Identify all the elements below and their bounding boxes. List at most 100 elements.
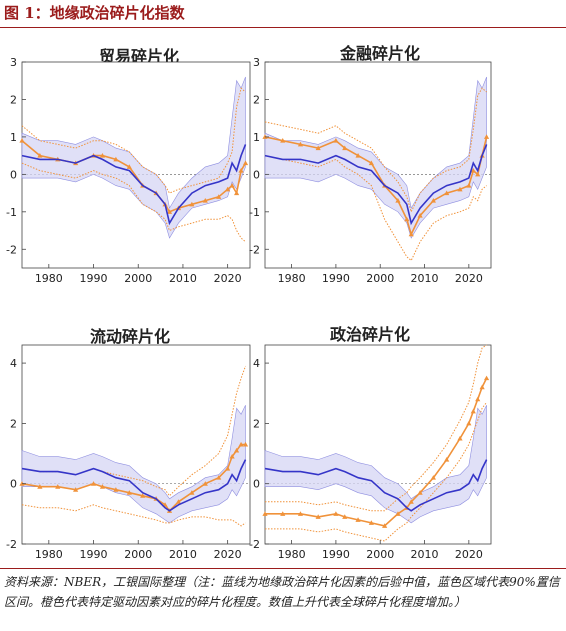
driver-point	[238, 168, 244, 173]
x-tick-label: 2010	[169, 548, 197, 561]
driver-point	[189, 201, 195, 207]
driver-point	[262, 511, 268, 516]
x-tick-label: 2010	[169, 272, 197, 285]
driver-point	[280, 511, 286, 516]
driver-point	[382, 523, 388, 528]
driver-point	[333, 511, 339, 516]
median-line	[264, 459, 488, 512]
driver-point	[242, 160, 249, 166]
y-tick-label: 0	[253, 168, 260, 181]
x-tick-label: 2000	[366, 548, 394, 561]
plot-frame	[264, 344, 492, 545]
driver-point	[55, 156, 61, 162]
driver-point	[90, 153, 97, 158]
x-tick-label: 1980	[278, 272, 306, 285]
driver-point	[229, 453, 235, 459]
y-tick-label: 1	[253, 131, 260, 144]
y-tick-label: 0	[253, 478, 260, 491]
median-line	[21, 459, 247, 512]
y-tick-label: 2	[10, 417, 17, 430]
confidence-band	[21, 405, 246, 524]
driver-point	[470, 408, 476, 414]
driver-point	[368, 520, 374, 525]
panel-title-politics: 政治碎片化	[329, 325, 411, 344]
driver-point	[99, 153, 106, 158]
x-tick-label: 2020	[214, 548, 242, 561]
driver-point	[202, 481, 208, 486]
driver-point	[19, 481, 25, 486]
panel-title-trade: 贸易碎片化	[98, 47, 180, 66]
y-tick-label: 0	[10, 168, 17, 181]
driver-point	[140, 493, 146, 498]
driver-point	[140, 183, 146, 188]
driver-point	[483, 134, 490, 139]
driver-point	[175, 205, 182, 211]
driver-point	[280, 138, 286, 143]
plot-frame	[21, 344, 251, 545]
driver-point	[479, 384, 485, 390]
x-tick-label: 1980	[35, 548, 63, 561]
x-tick-label: 2000	[124, 272, 152, 285]
chart-panel-1: 1980 1990 2000 2010 2020 -2 -1 0 1 2 3	[6, 56, 251, 285]
driver-upper-line	[264, 87, 487, 214]
source-note: 资料来源：NBER，工银国际整理（注：蓝线为地缘政治碎片化因素的后验中值，蓝色区…	[4, 575, 560, 609]
driver-line	[21, 443, 246, 513]
driver-point	[342, 145, 348, 151]
driver-point	[466, 420, 472, 426]
driver-lower-line	[21, 162, 246, 243]
driver-point	[368, 160, 374, 166]
driver-point	[404, 505, 410, 510]
confidence-band	[21, 76, 246, 239]
driver-lower-line	[265, 402, 487, 542]
x-tick-label: 2020	[214, 272, 242, 285]
driver-point	[162, 201, 168, 207]
x-tick-label: 1990	[322, 272, 350, 285]
driver-point	[166, 508, 173, 513]
driver-point	[483, 375, 490, 381]
x-tick-label: 2020	[455, 548, 483, 561]
y-tick-label: 2	[253, 417, 260, 430]
driver-upper-line	[265, 344, 487, 512]
driver-point	[408, 231, 414, 237]
driver-point	[355, 153, 361, 158]
driver-point	[430, 197, 436, 203]
driver-point	[233, 447, 240, 453]
x-tick-label: 2000	[366, 272, 394, 285]
driver-point	[216, 475, 222, 480]
plot-frame	[264, 61, 492, 269]
figure-title: 图 1：地缘政治碎片化指数	[4, 4, 185, 22]
driver-point	[225, 186, 231, 192]
driver-point	[90, 481, 97, 486]
chart-panel-4: 1980 1990 2000 2010 2020 -2 0 2 4	[249, 344, 492, 561]
driver-point	[417, 490, 423, 495]
driver-upper-line	[21, 365, 246, 497]
title-rule	[0, 27, 566, 28]
driver-point	[457, 435, 463, 441]
driver-upper-line	[21, 87, 246, 194]
driver-point	[73, 160, 79, 166]
driver-line	[21, 140, 247, 213]
x-tick-label: 2010	[411, 272, 439, 285]
driver-point	[342, 514, 348, 519]
x-tick-label: 1980	[278, 548, 306, 561]
driver-line	[265, 377, 488, 527]
driver-point	[233, 190, 240, 196]
driver-point	[408, 499, 414, 504]
plot-frame	[21, 61, 251, 269]
y-tick-label: 4	[253, 357, 260, 370]
driver-point	[479, 153, 485, 158]
driver-point	[73, 487, 79, 492]
driver-point	[238, 441, 244, 447]
x-tick-label: 1980	[35, 272, 63, 285]
x-tick-label: 2010	[411, 548, 439, 561]
driver-point	[229, 183, 235, 188]
driver-point	[189, 490, 195, 495]
y-tick-label: 0	[10, 478, 17, 491]
median-line	[264, 144, 488, 226]
median-line	[21, 144, 247, 226]
driver-point	[37, 153, 43, 158]
driver-point	[382, 183, 388, 188]
driver-point	[113, 156, 119, 162]
y-tick-label: 2	[253, 93, 260, 106]
x-tick-label: 2020	[455, 272, 483, 285]
